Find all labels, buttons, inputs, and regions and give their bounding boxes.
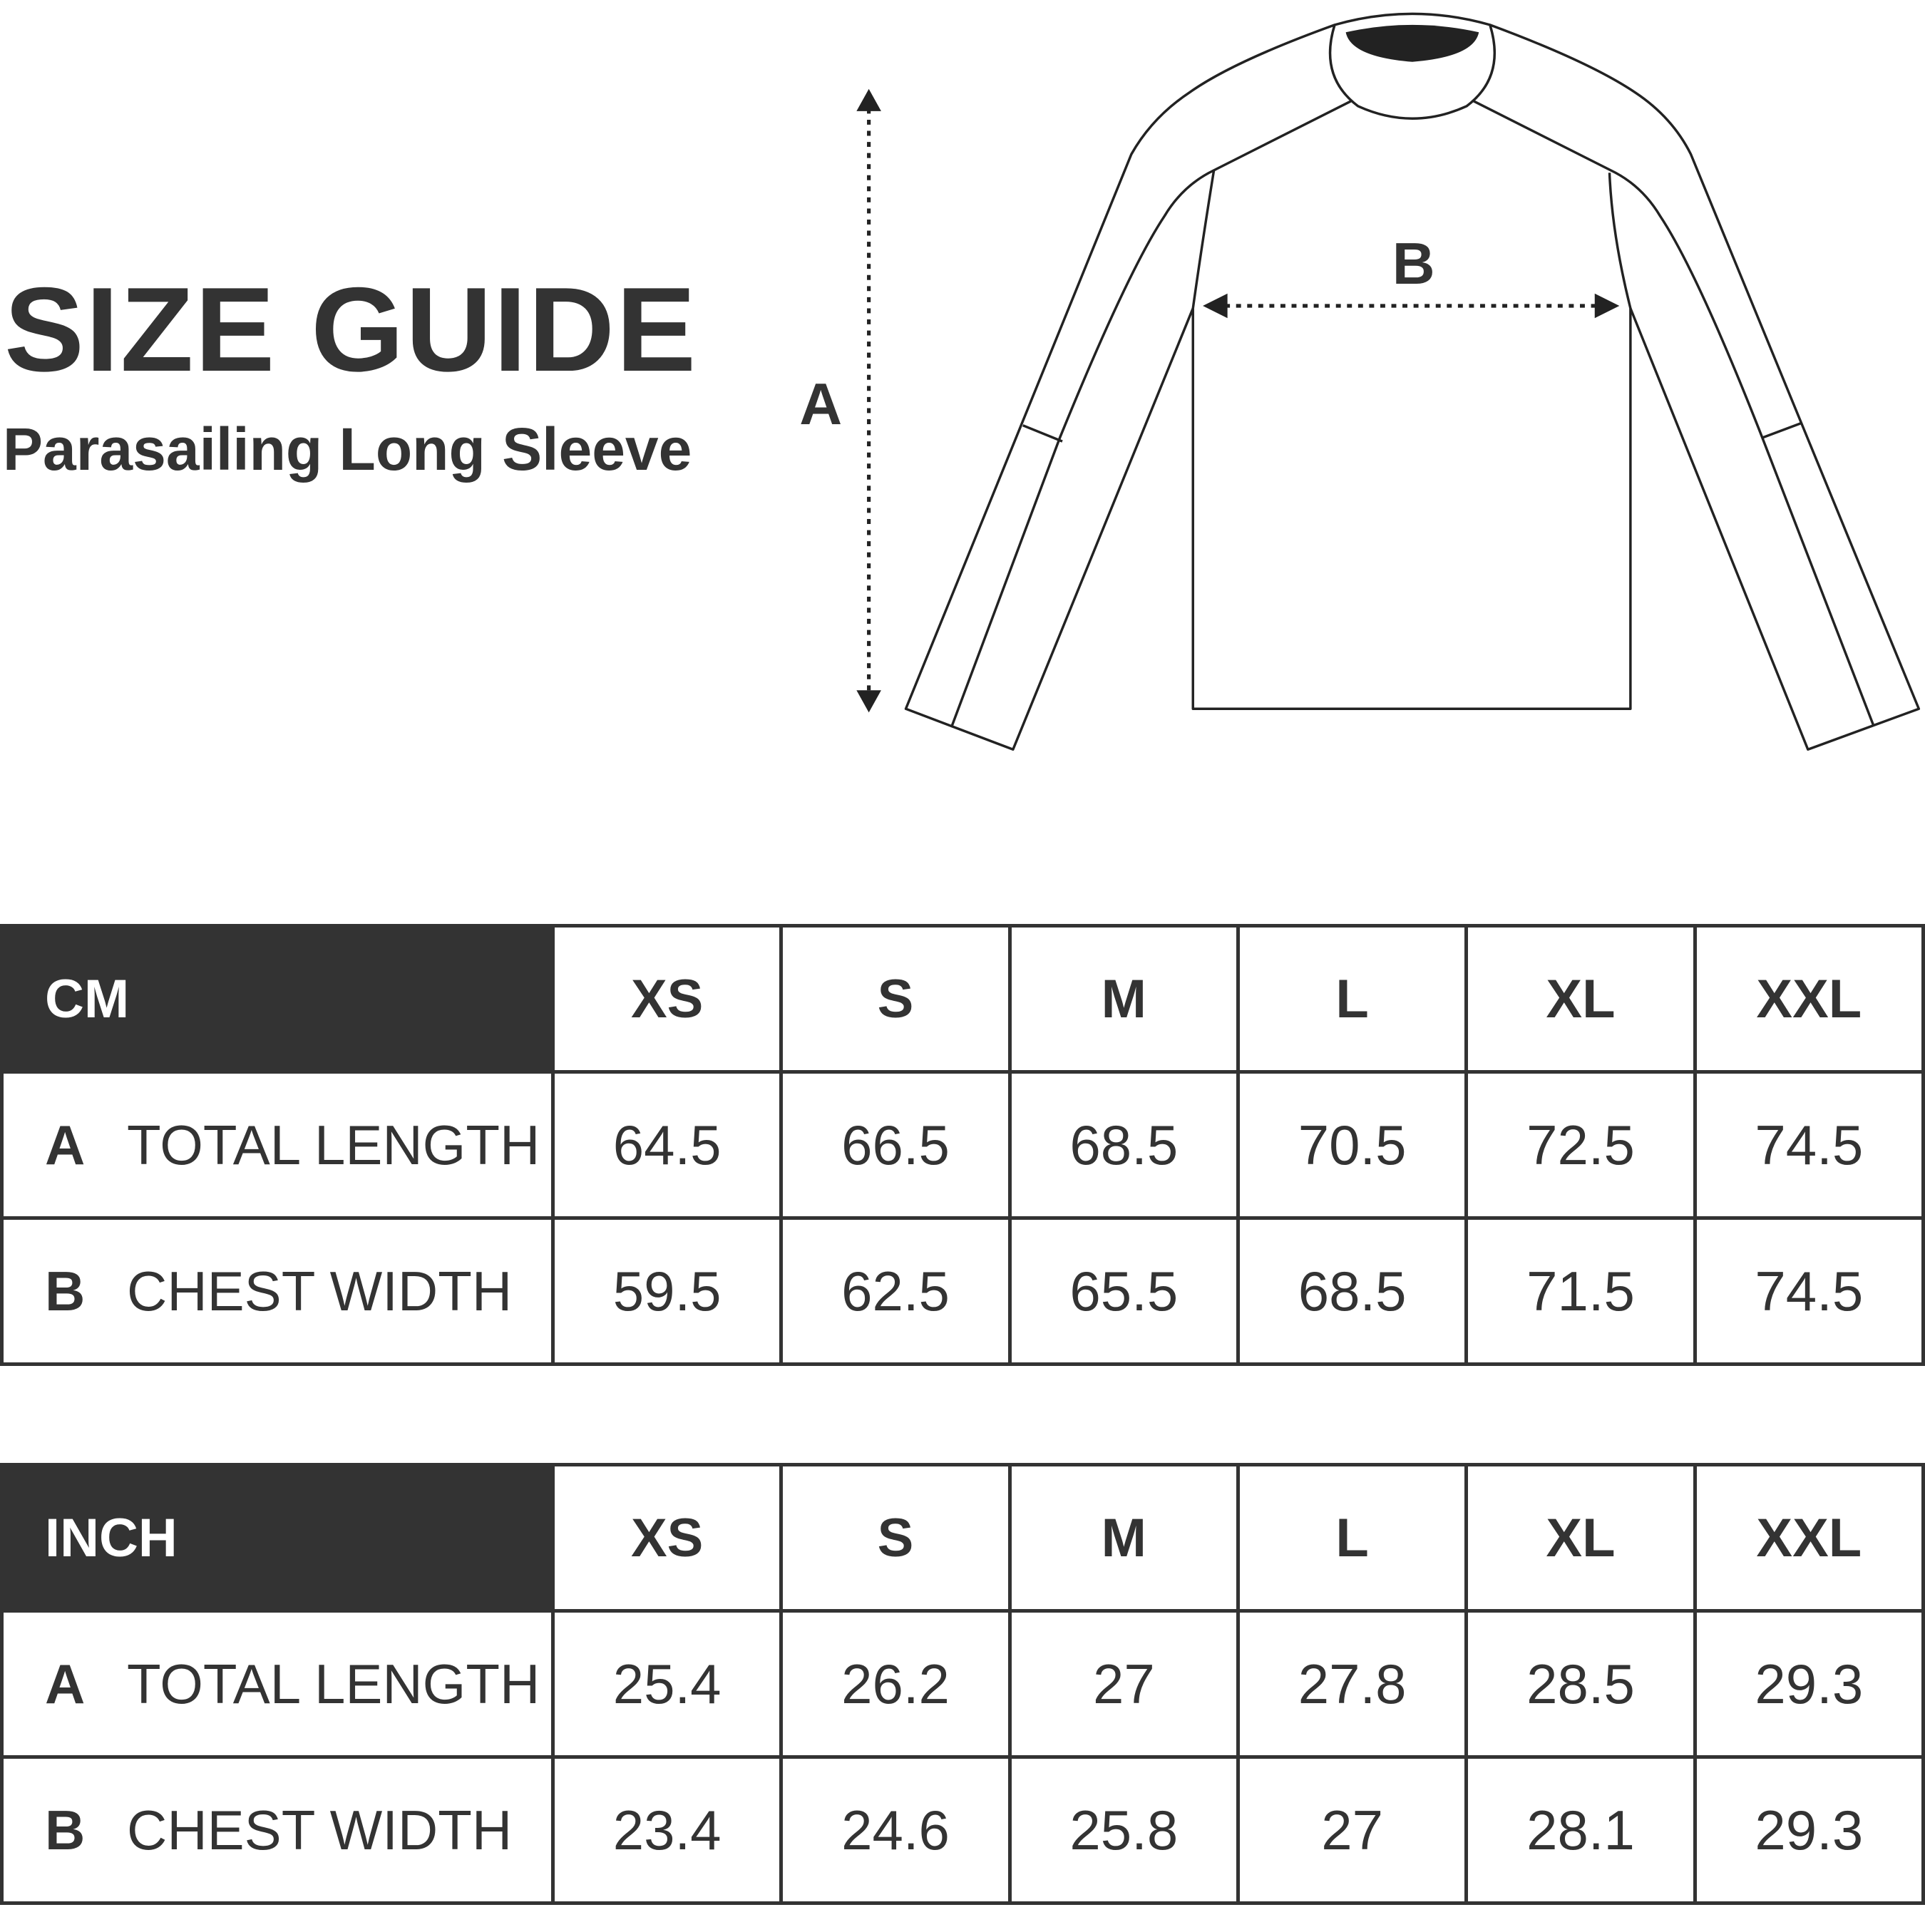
size-header: XXL bbox=[1693, 1463, 1925, 1613]
value-cell: 66.5 bbox=[779, 1070, 1012, 1220]
measurement-letter: A bbox=[45, 1113, 86, 1176]
measurement-letter: B bbox=[45, 1259, 86, 1322]
value-cell: 27 bbox=[1007, 1609, 1240, 1759]
measurement-name: CHEST WIDTH bbox=[127, 1798, 513, 1861]
measurement-letter: B bbox=[45, 1798, 86, 1861]
value-cell: 29.3 bbox=[1693, 1755, 1925, 1905]
size-header: XL bbox=[1464, 924, 1697, 1074]
value-cell: 29.3 bbox=[1693, 1609, 1925, 1759]
table-row: B CHEST WIDTH 59.5 62.5 65.5 68.5 71.5 74… bbox=[0, 1216, 1925, 1366]
measurement-name: TOTAL LENGTH bbox=[127, 1652, 540, 1715]
value-cell: 72.5 bbox=[1464, 1070, 1697, 1220]
value-cell: 59.5 bbox=[550, 1216, 784, 1366]
value-cell: 23.4 bbox=[550, 1755, 784, 1905]
measurement-letter: A bbox=[45, 1652, 86, 1715]
size-header: XXL bbox=[1693, 924, 1925, 1074]
shirt-diagram: A B bbox=[799, 12, 1921, 751]
measurement-label: B CHEST WIDTH bbox=[0, 1216, 555, 1366]
measurement-label: B CHEST WIDTH bbox=[0, 1755, 555, 1905]
label-a: A bbox=[799, 371, 842, 437]
size-header: M bbox=[1007, 1463, 1240, 1613]
unit-header: CM bbox=[0, 924, 555, 1074]
label-b: B bbox=[1392, 230, 1435, 297]
value-cell: 62.5 bbox=[779, 1216, 1012, 1366]
measurement-label: A TOTAL LENGTH bbox=[0, 1070, 555, 1220]
value-cell: 27 bbox=[1236, 1755, 1469, 1905]
size-header: L bbox=[1236, 1463, 1469, 1613]
product-subtitle: Parasailing Long Sleeve bbox=[3, 416, 692, 483]
value-cell: 70.5 bbox=[1236, 1070, 1469, 1220]
table-header-row: INCH XS S M L XL XXL bbox=[0, 1463, 1925, 1613]
value-cell: 68.5 bbox=[1007, 1070, 1240, 1220]
page-title: SIZE GUIDE bbox=[4, 262, 698, 396]
size-table-inch: INCH XS S M L XL XXL A TOTAL LENGTH 25.4 … bbox=[0, 1463, 1925, 1905]
value-cell: 24.6 bbox=[779, 1755, 1012, 1905]
value-cell: 27.8 bbox=[1236, 1609, 1469, 1759]
neckline-icon bbox=[1345, 24, 1479, 62]
size-header: S bbox=[779, 1463, 1012, 1613]
value-cell: 25.8 bbox=[1007, 1755, 1240, 1905]
measurement-name: CHEST WIDTH bbox=[127, 1259, 513, 1322]
value-cell: 28.5 bbox=[1464, 1609, 1697, 1759]
measurement-name: TOTAL LENGTH bbox=[127, 1113, 540, 1176]
value-cell: 28.1 bbox=[1464, 1755, 1697, 1905]
value-cell: 68.5 bbox=[1236, 1216, 1469, 1366]
value-cell: 25.4 bbox=[550, 1609, 784, 1759]
size-header: XS bbox=[550, 1463, 784, 1613]
value-cell: 74.5 bbox=[1693, 1216, 1925, 1366]
measure-b-arrow-icon bbox=[1203, 293, 1620, 319]
measure-a-arrow-icon bbox=[856, 88, 881, 713]
value-cell: 64.5 bbox=[550, 1070, 784, 1220]
measurement-label: A TOTAL LENGTH bbox=[0, 1609, 555, 1759]
size-header: XL bbox=[1464, 1463, 1697, 1613]
size-table-cm: CM XS S M L XL XXL A TOTAL LENGTH 64.5 66… bbox=[0, 924, 1925, 1366]
unit-header: INCH bbox=[0, 1463, 555, 1613]
value-cell: 74.5 bbox=[1693, 1070, 1925, 1220]
size-header: S bbox=[779, 924, 1012, 1074]
table-header-row: CM XS S M L XL XXL bbox=[0, 924, 1925, 1074]
size-header: XS bbox=[550, 924, 784, 1074]
table-row: B CHEST WIDTH 23.4 24.6 25.8 27 28.1 29.3 bbox=[0, 1755, 1925, 1905]
value-cell: 26.2 bbox=[779, 1609, 1012, 1759]
table-row: A TOTAL LENGTH 25.4 26.2 27 27.8 28.5 29.… bbox=[0, 1609, 1925, 1759]
size-header: L bbox=[1236, 924, 1469, 1074]
shirt-outline-icon bbox=[904, 12, 1921, 751]
value-cell: 71.5 bbox=[1464, 1216, 1697, 1366]
table-row: A TOTAL LENGTH 64.5 66.5 68.5 70.5 72.5 7… bbox=[0, 1070, 1925, 1220]
size-header: M bbox=[1007, 924, 1240, 1074]
value-cell: 65.5 bbox=[1007, 1216, 1240, 1366]
